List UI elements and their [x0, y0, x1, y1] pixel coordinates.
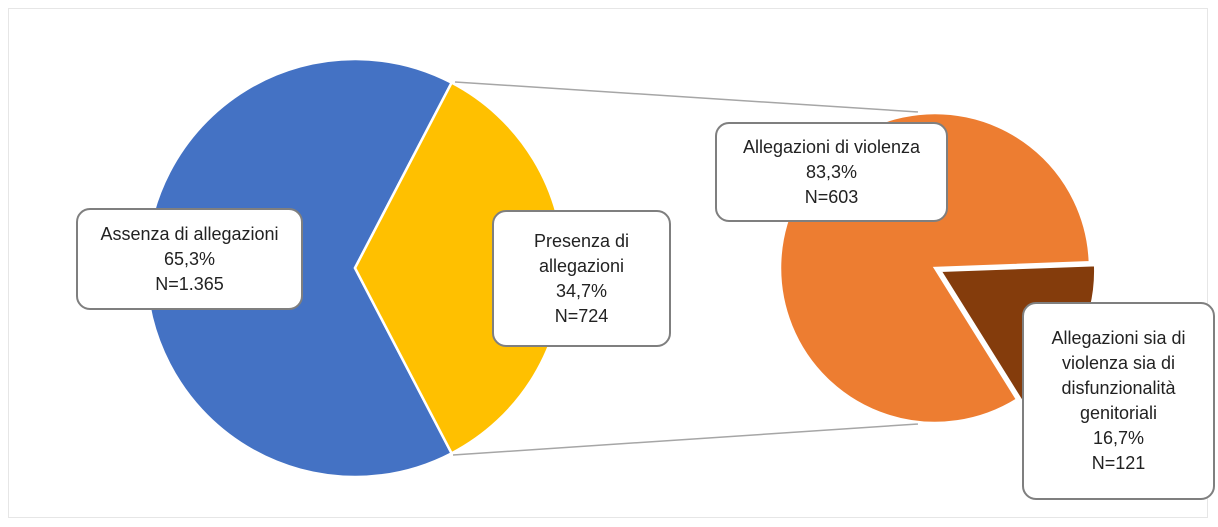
connector-line [454, 81, 919, 113]
data-label: Assenza di allegazioni 65,3% N=1.365 [76, 208, 303, 310]
category-label: Allegazioni di violenza [742, 136, 921, 157]
category-label: Presenza di allegazioni [533, 230, 630, 276]
category-label: Assenza di allegazioni [100, 223, 279, 244]
data-label: Allegazioni di violenza 83,3% N=603 [715, 122, 948, 222]
category-label: Allegazioni sia di violenza sia di disfu… [1051, 328, 1186, 423]
value-label: 16,7% [1092, 428, 1145, 448]
value-label: N=603 [804, 186, 859, 207]
value-label: N=121 [1091, 453, 1146, 473]
data-label: Presenza di allegazioni 34,7% N=724 [492, 210, 671, 347]
value-label: 34,7% [555, 280, 608, 301]
value-label: N=1.365 [155, 273, 224, 294]
frame [8, 8, 1208, 518]
value-label: N=724 [554, 305, 609, 326]
value-label: 65,3% [163, 248, 216, 269]
value-label: 83,3% [805, 161, 858, 182]
data-label: Allegazioni sia di violenza sia di disfu… [1022, 302, 1215, 500]
connector-line [452, 423, 919, 456]
